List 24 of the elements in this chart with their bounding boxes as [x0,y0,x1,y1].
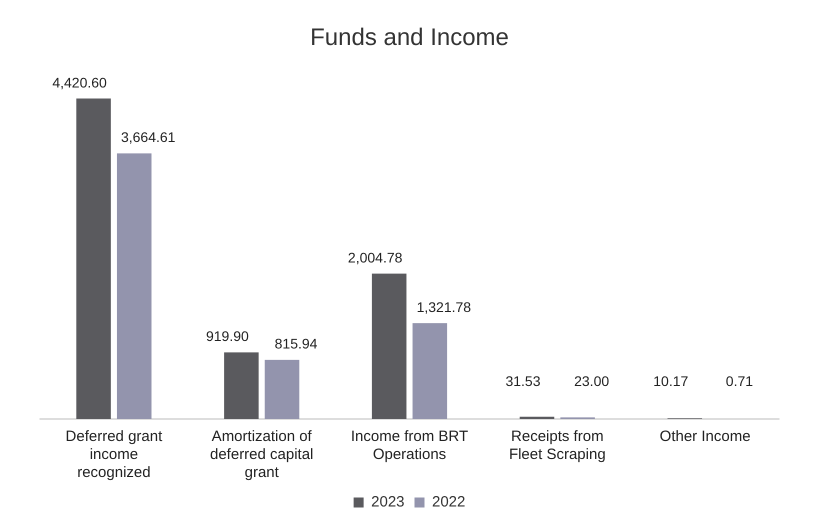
legend-label: 2023 [371,494,405,511]
data-label: 3,664.61 [120,129,176,146]
x-tick-label: Income from BRT Operations [350,428,468,464]
chart-title: Funds and Income [310,24,509,52]
data-label: 10.17 [653,372,688,389]
x-tick-label: Amortization of deferred capital grant [210,428,314,482]
data-label: 2,004.78 [348,250,403,266]
data-label: 4,420.60 [52,74,108,90]
data-label: 1,321.78 [416,299,472,316]
bar [372,274,406,419]
bar [116,153,152,419]
x-tick-label: Deferred grant income recognized [66,428,164,482]
x-tick-label: Receipts from Fleet Scraping [508,428,606,464]
data-label: 815.94 [274,336,318,352]
data-label: 31.53 [505,372,541,389]
data-label: 919.90 [206,328,249,344]
bar [76,98,111,419]
data-label: 23.00 [574,372,610,389]
x-tick-label: Other Income [660,428,751,446]
legend-label: 2022 [432,494,466,511]
data-label: 0.71 [726,372,754,389]
bar [224,352,259,419]
bar [264,360,300,419]
bar [412,323,448,419]
